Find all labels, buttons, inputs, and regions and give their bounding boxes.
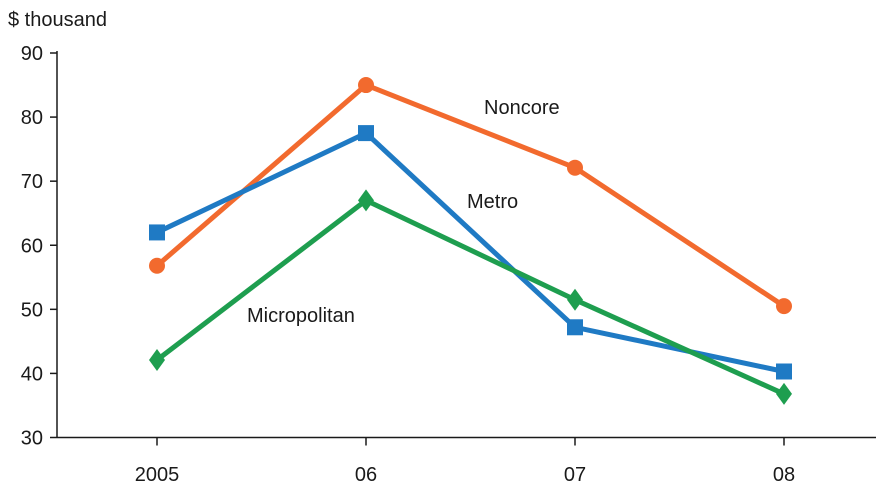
data-point-micropolitan	[149, 348, 165, 371]
x-tick-label: 07	[564, 464, 586, 486]
x-axis: 2005 06 07 08	[57, 436, 876, 486]
data-point-noncore	[149, 257, 165, 274]
data-point-metro	[358, 125, 374, 142]
y-tick-label: 40	[21, 363, 43, 385]
series-label-micropolitan: Micropolitan	[247, 305, 355, 327]
y-tick-label: 70	[21, 171, 43, 193]
series-line-noncore	[154, 82, 787, 309]
data-point-metro	[567, 319, 583, 336]
series-lines	[154, 82, 787, 397]
y-tick-label: 90	[21, 43, 43, 65]
data-point-metro	[776, 363, 792, 380]
x-tick-label: 06	[355, 464, 377, 486]
series-label-noncore: Noncore	[484, 97, 560, 119]
y-axis: 30 40 50 60 70 80 90	[21, 43, 58, 450]
y-tick-label: 50	[21, 299, 43, 321]
series-markers	[149, 77, 792, 405]
data-point-micropolitan	[567, 288, 583, 311]
y-unit-label: $ thousand	[8, 9, 107, 31]
data-point-noncore	[776, 298, 792, 315]
y-tick-label: 60	[21, 235, 43, 257]
series-label-metro: Metro	[467, 191, 518, 213]
y-tick-label: 80	[21, 107, 43, 129]
series-line-micropolitan	[154, 197, 787, 397]
x-tick-label: 2005	[135, 464, 180, 486]
y-tick-label: 30	[21, 428, 43, 450]
data-point-micropolitan	[358, 189, 374, 212]
data-point-metro	[149, 224, 165, 241]
series-labels: Noncore Metro Micropolitan	[247, 97, 560, 327]
data-point-noncore	[567, 159, 583, 176]
data-point-micropolitan	[776, 382, 792, 405]
x-tick-label: 08	[773, 464, 795, 486]
data-point-noncore	[358, 77, 374, 94]
